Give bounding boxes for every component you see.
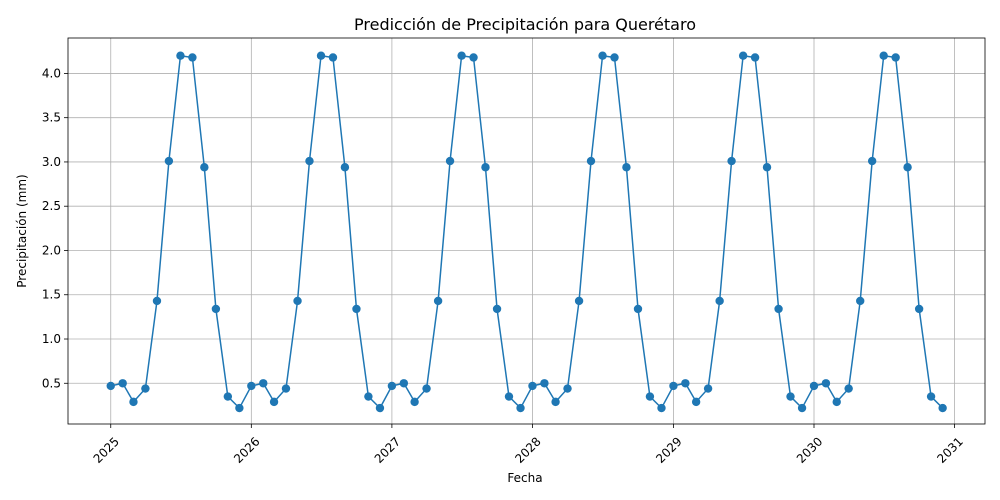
data-point-marker <box>669 381 678 391</box>
data-point-marker <box>305 156 314 166</box>
data-point-marker <box>821 379 831 388</box>
data-point-marker <box>200 163 209 172</box>
y-tick-label: 3.0 <box>42 155 61 169</box>
x-tick-label: 2025 <box>91 434 122 465</box>
data-point-marker <box>106 381 115 391</box>
data-point-marker <box>938 403 947 413</box>
data-point-marker <box>691 397 701 407</box>
data-point-marker <box>809 381 819 391</box>
data-point-marker <box>762 163 772 172</box>
data-point-marker <box>774 304 783 314</box>
x-tick-label: 2031 <box>934 434 965 465</box>
x-tick-label: 2030 <box>794 434 825 465</box>
x-tick-label: 2026 <box>231 434 262 465</box>
data-point-marker <box>492 304 502 314</box>
data-point-marker <box>844 384 853 393</box>
y-tick-label: 3.5 <box>42 111 61 125</box>
y-tick-label: 2.5 <box>42 199 61 213</box>
data-point-marker <box>352 304 361 314</box>
data-point-marker <box>293 296 302 306</box>
data-point-marker <box>786 392 795 401</box>
data-point-marker <box>551 397 560 407</box>
data-point-marker <box>281 384 291 393</box>
data-point-marker <box>727 156 736 166</box>
y-tick-label: 0.5 <box>42 376 61 390</box>
data-point-marker <box>738 51 748 60</box>
y-tick-label: 1.0 <box>42 332 61 346</box>
data-point-marker <box>657 403 666 413</box>
data-point-marker <box>141 384 150 393</box>
data-point-marker <box>235 403 244 413</box>
data-point-marker <box>364 392 373 401</box>
data-point-marker <box>750 53 760 62</box>
data-point-marker <box>188 53 197 62</box>
series-line <box>110 54 944 410</box>
x-tick-label: 2027 <box>372 434 403 465</box>
data-point-marker <box>504 392 514 401</box>
data-point-marker <box>586 156 596 166</box>
data-point-marker <box>926 392 936 401</box>
data-point-marker <box>797 403 807 413</box>
data-point-marker <box>574 296 584 306</box>
data-point-marker <box>152 296 162 306</box>
data-point-marker <box>622 163 631 172</box>
data-point-marker <box>598 51 607 60</box>
data-point-marker <box>328 53 338 62</box>
data-point-marker <box>540 379 549 388</box>
data-point-marker <box>433 296 443 306</box>
data-point-marker <box>259 379 268 388</box>
data-point-marker <box>269 397 279 407</box>
data-point-marker <box>247 381 256 391</box>
y-tick-label: 4.0 <box>42 66 61 80</box>
data-point-marker <box>528 381 537 391</box>
data-point-marker <box>516 403 525 413</box>
x-tick-label: 2029 <box>653 434 684 465</box>
data-point-marker <box>481 163 490 172</box>
data-point-marker <box>867 156 877 166</box>
y-tick-label: 2.0 <box>42 243 61 257</box>
data-point-marker <box>316 51 326 60</box>
data-point-marker <box>469 53 478 62</box>
data-point-marker <box>457 51 466 60</box>
data-point-marker <box>422 384 431 393</box>
grid-lines <box>68 38 985 424</box>
data-point-marker <box>223 392 233 401</box>
data-point-marker <box>914 304 924 314</box>
data-point-marker <box>610 53 619 62</box>
data-point-marker <box>176 51 185 60</box>
data-point-marker <box>399 379 409 388</box>
data-point-marker <box>563 384 572 393</box>
data-point-marker <box>645 392 655 401</box>
series-precipitation <box>106 51 947 413</box>
data-point-marker <box>703 384 713 393</box>
chart-title: Predicción de Precipitación para Queréta… <box>354 15 696 34</box>
data-point-marker <box>715 296 724 306</box>
data-point-marker <box>445 156 455 166</box>
data-point-marker <box>211 304 221 314</box>
data-point-marker <box>387 381 397 391</box>
data-point-marker <box>879 51 888 60</box>
data-point-marker <box>410 397 419 407</box>
data-point-marker <box>856 296 865 306</box>
data-point-marker <box>375 403 385 413</box>
data-point-marker <box>118 379 127 388</box>
x-tick-label: 2028 <box>512 434 543 465</box>
x-axis-ticks: 2025 2026 2027 2028 2029 2030 2031 <box>91 424 966 466</box>
plot-area-frame <box>67 37 986 425</box>
data-point-marker <box>891 53 900 62</box>
y-axis-label: Precipitación (mm) <box>15 174 29 287</box>
data-point-marker <box>129 397 138 407</box>
data-point-marker <box>633 304 643 314</box>
data-point-marker <box>681 379 690 388</box>
y-tick-label: 1.5 <box>42 288 61 302</box>
data-point-marker <box>340 163 350 172</box>
data-point-marker <box>164 156 174 166</box>
data-point-marker <box>903 163 912 172</box>
x-axis-label: Fecha <box>507 471 542 485</box>
data-point-marker <box>832 397 841 407</box>
y-axis-ticks: 0.5 1.0 1.5 2.0 2.5 3.0 3.5 4.0 <box>42 66 68 390</box>
